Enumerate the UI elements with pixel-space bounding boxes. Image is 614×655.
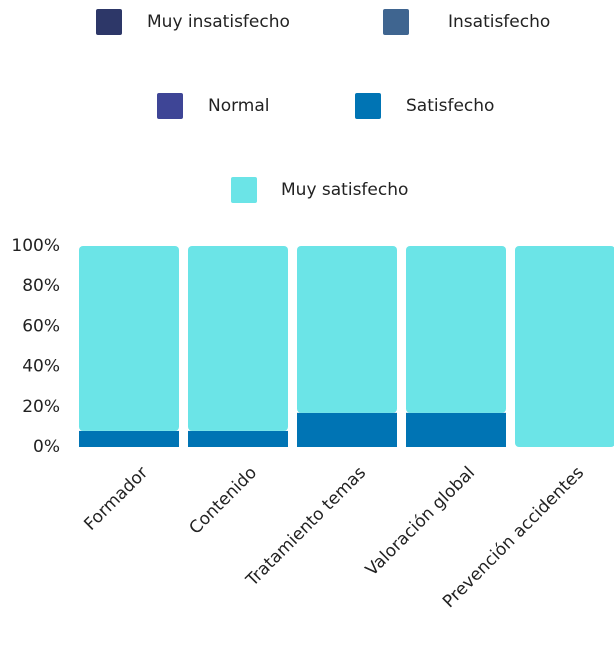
legend-swatch — [383, 9, 409, 35]
legend-swatch — [231, 177, 257, 203]
bar-segment — [188, 246, 288, 431]
legend-label: Insatisfecho — [448, 12, 550, 32]
x-tick-label: Formador — [80, 463, 152, 535]
bar-segment — [406, 412, 506, 447]
legend-label: Satisfecho — [406, 96, 494, 116]
x-tick-label: Valoración global — [362, 463, 479, 580]
bar-segment — [515, 246, 614, 447]
legend-label: Muy satisfecho — [281, 180, 408, 200]
x-tick-label: Tratamiento temas — [242, 463, 370, 591]
bar-segment — [297, 412, 397, 447]
bar-segment — [79, 246, 179, 431]
y-tick-label: 100% — [11, 236, 60, 256]
legend-swatch — [355, 93, 381, 119]
legend-label: Normal — [208, 96, 270, 116]
y-tick-label: 20% — [22, 397, 60, 417]
bar-segment — [297, 246, 397, 413]
y-tick-label: 80% — [22, 276, 60, 296]
bar-segment — [406, 246, 506, 413]
legend-label: Muy insatisfecho — [147, 12, 290, 32]
legend-swatch — [96, 9, 122, 35]
bar-segment — [79, 430, 179, 447]
legend-swatch — [157, 93, 183, 119]
x-tick-label: Contenido — [186, 463, 262, 539]
y-tick-label: 60% — [22, 316, 60, 336]
y-tick-label: 0% — [33, 437, 60, 457]
y-tick-label: 40% — [22, 357, 60, 377]
bar-segment — [188, 430, 288, 447]
